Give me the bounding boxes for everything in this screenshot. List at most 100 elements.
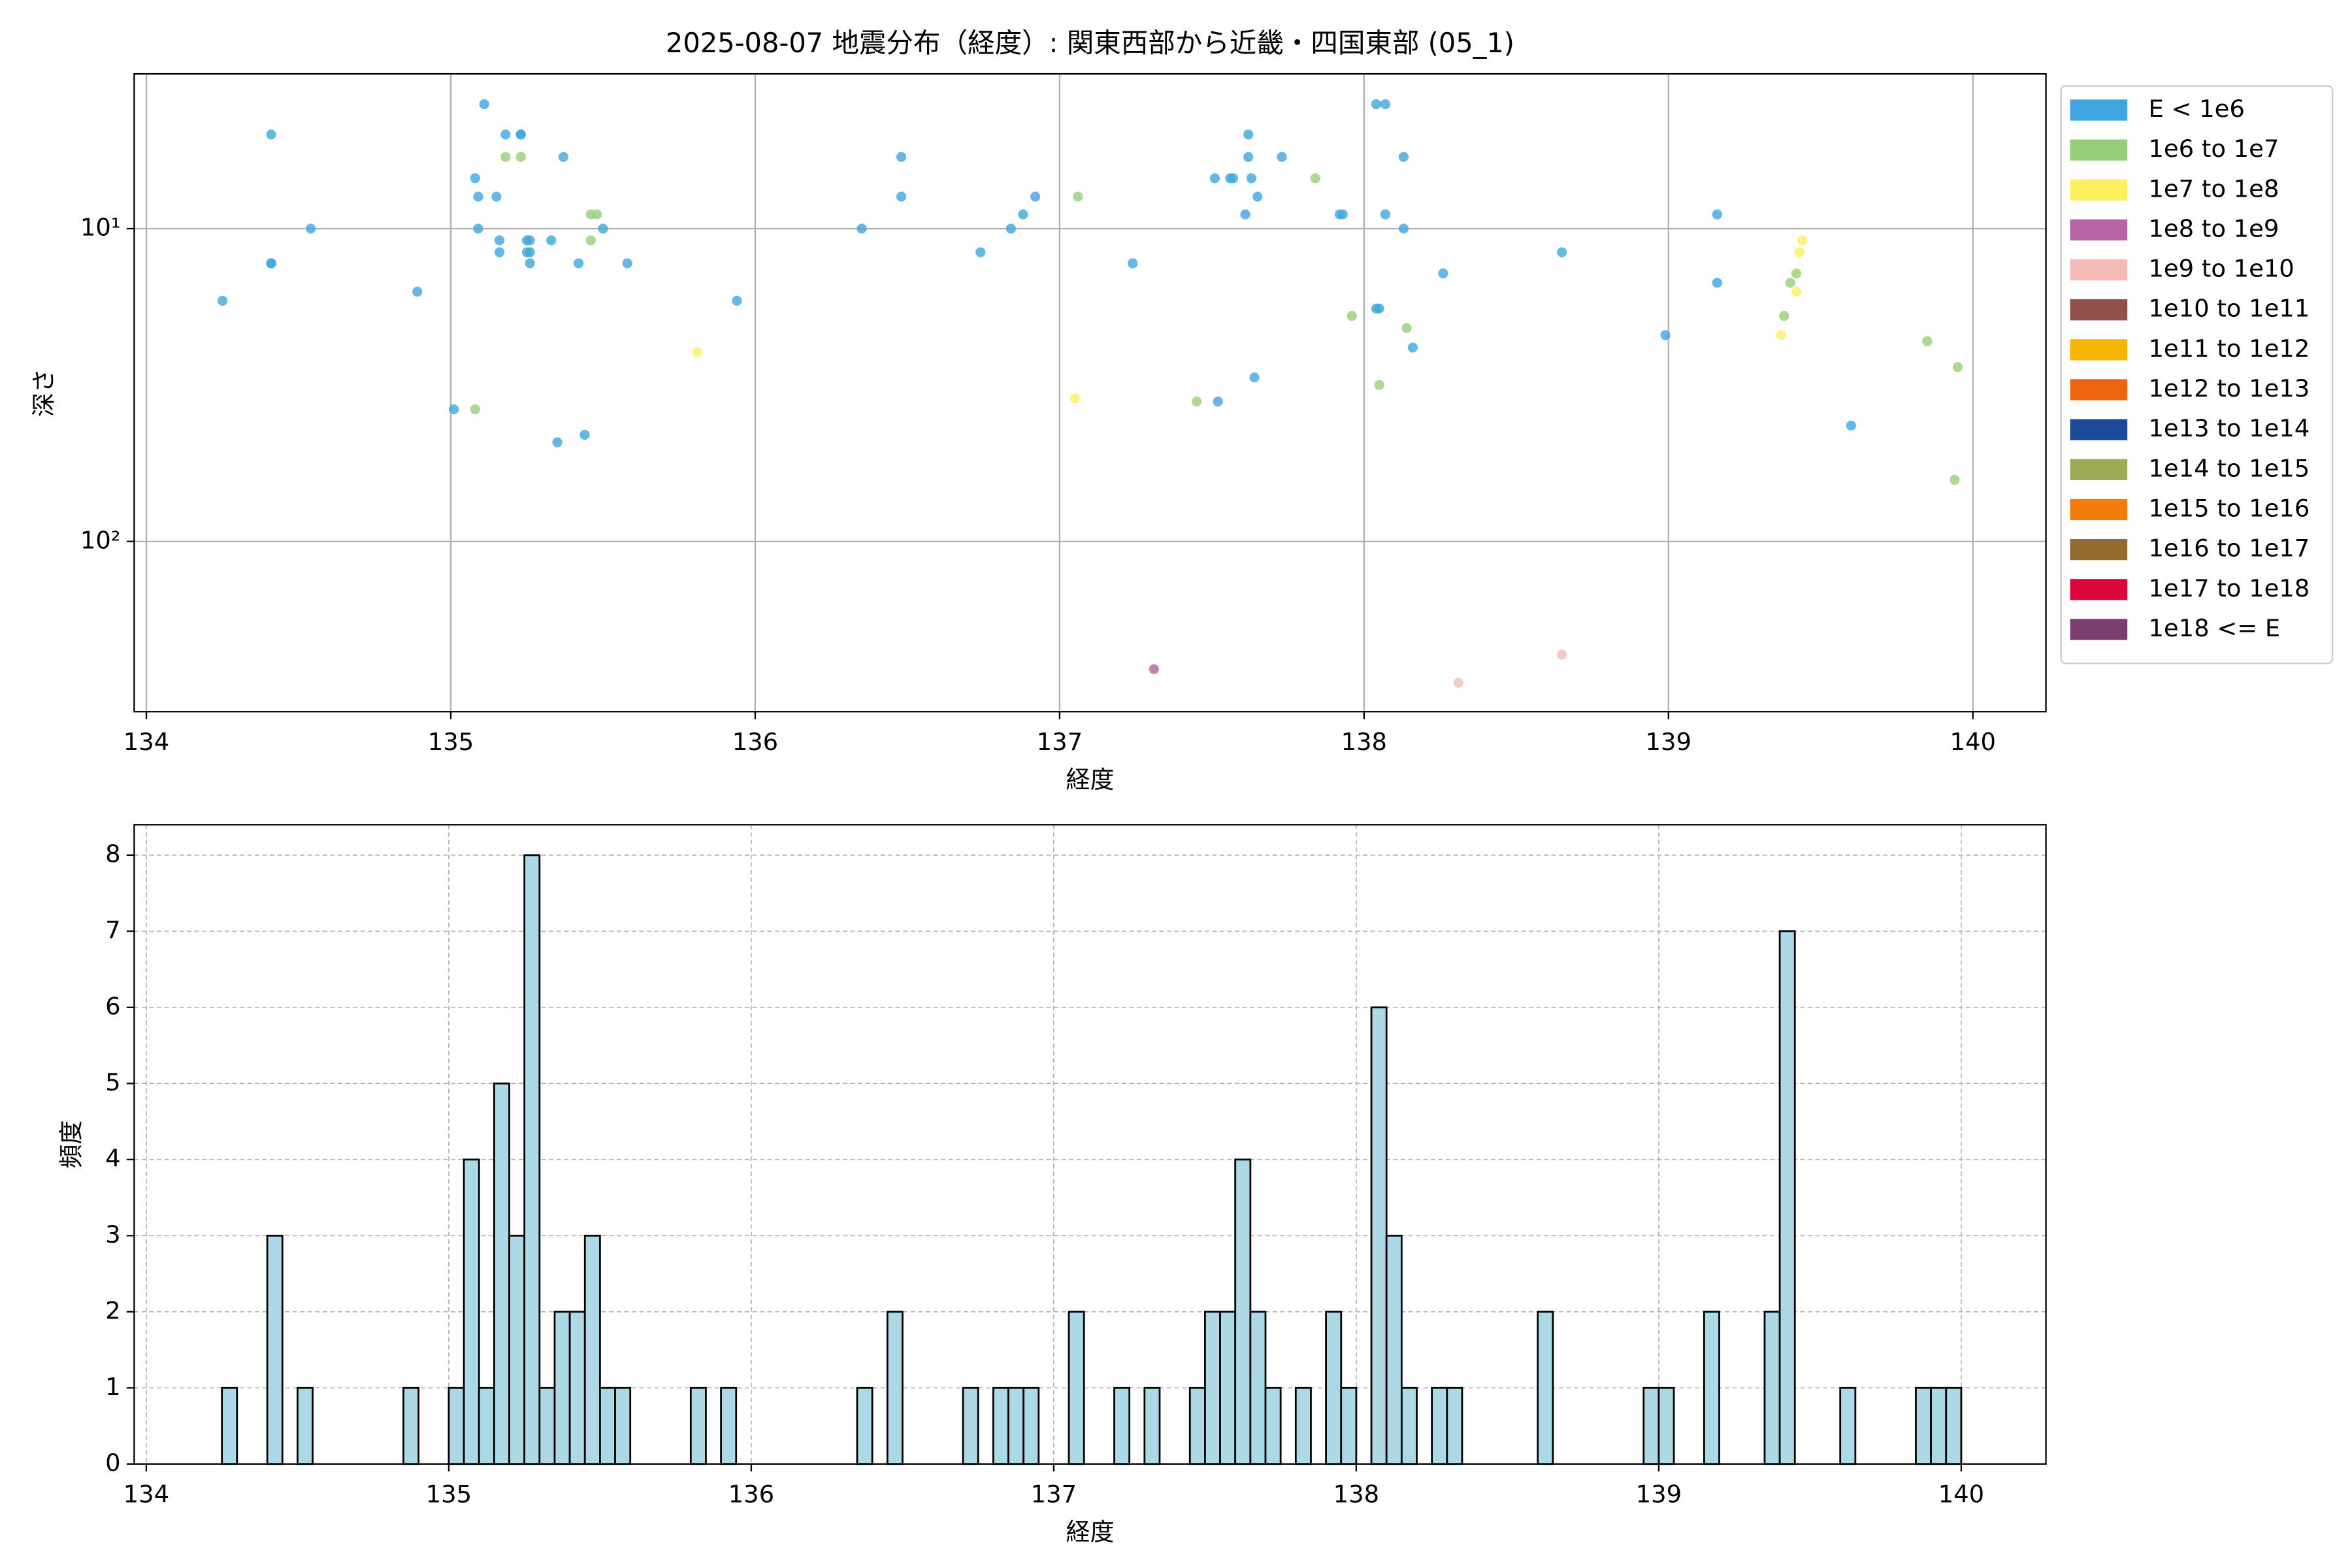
- legend-label: 1e17 to 1e18: [2148, 574, 2310, 602]
- point: [1073, 191, 1083, 202]
- bar: [493, 1082, 510, 1465]
- y-tick-label: 7: [105, 916, 120, 944]
- y-tick-label: 6: [105, 992, 120, 1020]
- x-tick-label: 139: [1636, 1480, 1682, 1509]
- point: [217, 295, 228, 306]
- y-tick-label: 4: [105, 1144, 120, 1172]
- bar: [1264, 1386, 1282, 1465]
- bar: [297, 1386, 314, 1465]
- bar: [583, 1234, 601, 1465]
- legend-label: 1e7 to 1e8: [2148, 174, 2279, 203]
- bar: [1431, 1386, 1448, 1465]
- point: [470, 404, 480, 415]
- y-tick-label: 0: [105, 1448, 120, 1477]
- point: [857, 223, 867, 234]
- point: [1398, 152, 1409, 162]
- legend-swatch: [2070, 299, 2128, 321]
- legend-swatch: [2070, 99, 2128, 121]
- point: [515, 152, 526, 162]
- point: [1407, 342, 1418, 353]
- bar: [886, 1311, 904, 1465]
- point: [1922, 336, 1933, 346]
- point: [1380, 209, 1391, 220]
- legend-swatch: [2070, 498, 2128, 521]
- y-axis-label: 頻度: [57, 1120, 85, 1169]
- point: [449, 404, 459, 415]
- bar: [448, 1386, 465, 1465]
- bar: [523, 854, 541, 1465]
- point: [266, 129, 276, 140]
- bar: [1325, 1311, 1343, 1465]
- bar: [1915, 1386, 1932, 1465]
- point: [1791, 268, 1802, 279]
- point: [598, 223, 608, 234]
- point: [1779, 310, 1789, 321]
- bar: [1370, 1006, 1388, 1465]
- point: [1401, 323, 1412, 333]
- bar: [1703, 1311, 1720, 1465]
- x-tick-label: 136: [728, 1480, 774, 1509]
- y-tick-label: 8: [105, 840, 120, 868]
- point: [1846, 420, 1856, 431]
- point: [473, 223, 483, 234]
- point: [1249, 372, 1260, 383]
- point: [1005, 223, 1016, 234]
- point: [1557, 649, 1567, 660]
- bar: [1143, 1386, 1161, 1465]
- point: [1240, 209, 1250, 220]
- point: [473, 191, 483, 202]
- bar: [1930, 1386, 1948, 1465]
- bar: [1537, 1311, 1554, 1465]
- point: [1374, 380, 1384, 390]
- bar: [568, 1311, 586, 1465]
- x-tick-label: 135: [426, 1480, 472, 1509]
- bar: [1778, 930, 1796, 1465]
- point: [1018, 209, 1028, 220]
- point: [896, 191, 907, 202]
- point: [515, 129, 526, 140]
- point: [525, 247, 535, 257]
- x-tick-label: 140: [1938, 1480, 1984, 1509]
- point: [500, 152, 511, 162]
- point: [491, 191, 502, 202]
- point: [1277, 152, 1287, 162]
- point: [500, 129, 511, 140]
- y-axis-label: 深さ: [30, 368, 58, 417]
- point: [1371, 99, 1382, 110]
- point: [592, 209, 602, 220]
- point: [1380, 99, 1391, 110]
- x-tick-label: 138: [1341, 728, 1387, 756]
- bar: [538, 1386, 556, 1465]
- point: [479, 99, 489, 110]
- point: [896, 152, 907, 162]
- bar: [1658, 1386, 1675, 1465]
- point: [1213, 396, 1223, 407]
- point: [1557, 247, 1567, 257]
- legend-label: 1e18 <= E: [2148, 614, 2280, 642]
- x-axis-label: 経度: [1066, 766, 1115, 794]
- bar: [1068, 1311, 1085, 1465]
- bar: [1763, 1311, 1781, 1465]
- point: [525, 235, 535, 246]
- x-tick-label: 137: [1031, 1480, 1077, 1509]
- legend-label: 1e8 to 1e9: [2148, 214, 2279, 242]
- y-tick-label: 3: [105, 1220, 120, 1249]
- bar: [1204, 1311, 1221, 1465]
- point: [1797, 235, 1808, 246]
- legend-label: 1e13 to 1e14: [2148, 414, 2310, 442]
- point: [1191, 396, 1202, 407]
- legend-label: 1e12 to 1e13: [2148, 374, 2310, 402]
- bar: [1294, 1386, 1312, 1465]
- point: [1149, 664, 1159, 674]
- point: [552, 437, 563, 448]
- point: [585, 235, 596, 246]
- point: [546, 235, 557, 246]
- point: [574, 258, 584, 269]
- legend-label: 1e9 to 1e10: [2148, 255, 2294, 283]
- x-tick-label: 135: [428, 728, 474, 756]
- bar: [599, 1386, 616, 1465]
- x-tick-label: 137: [1037, 728, 1083, 756]
- bar: [1007, 1386, 1024, 1465]
